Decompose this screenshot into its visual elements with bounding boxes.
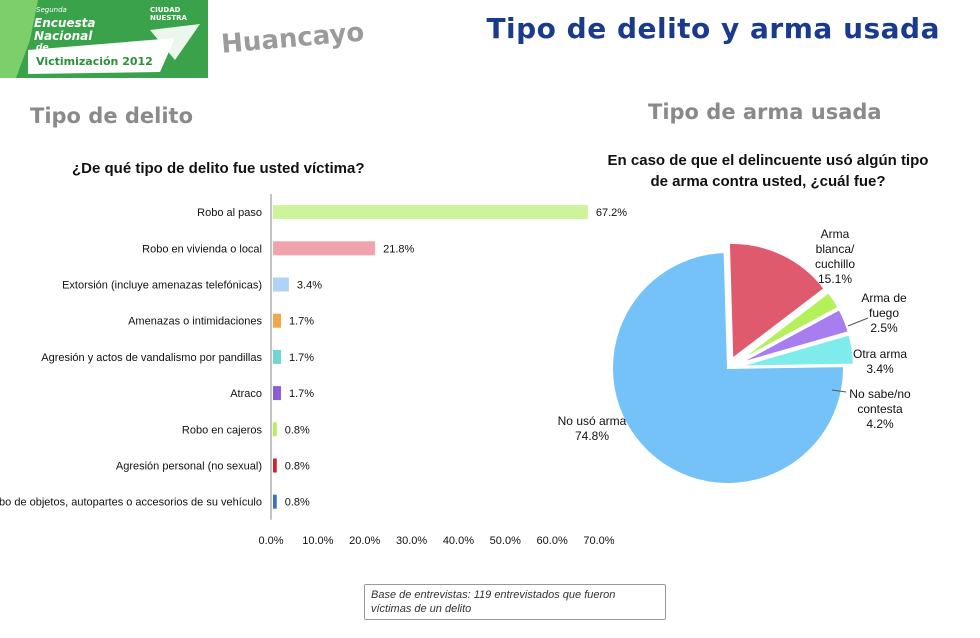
bar-category-label: Extorsión (incluye amenazas telefónicas) <box>62 280 262 292</box>
bar <box>273 277 289 292</box>
footnote-line1: Base de entrevistas: 119 entrevistados q… <box>371 589 616 601</box>
weapon-type-heading: Tipo de arma usada <box>648 100 882 124</box>
pie-leader-line <box>831 389 847 393</box>
bar-category-label: Robo en vivienda o local <box>142 243 262 255</box>
pie-slice <box>727 242 826 361</box>
bar <box>273 313 281 328</box>
logo-survey-small: Segunda <box>36 6 67 14</box>
bar-category-label: Robo de objetos, autopartes o accesorios… <box>0 497 262 509</box>
bar-value-label: 3.4% <box>297 280 322 292</box>
bar-value-label: 67.2% <box>596 207 627 219</box>
x-tick-label: 20.0% <box>349 535 380 547</box>
x-tick-label: 60.0% <box>537 535 568 547</box>
bar-value-label: 0.8% <box>285 461 310 473</box>
bar-category-label: Agresión personal (no sexual) <box>116 461 262 473</box>
logo-year: Victimización 2012 <box>36 55 153 68</box>
bar <box>273 422 277 437</box>
bar <box>273 349 281 364</box>
pie-slice-label: No sabe/no contesta 4.2% <box>849 387 911 431</box>
bar <box>273 241 376 256</box>
city-label: Huancayo <box>220 17 366 60</box>
logo-background <box>0 0 208 78</box>
footnote-line2: víctimas de un delito <box>371 603 472 615</box>
pie-leader-line <box>847 317 869 327</box>
pie-slice-label: Arma de fuego 2.5% <box>861 291 907 335</box>
x-tick-label: 0.0% <box>258 535 283 547</box>
bar <box>273 205 588 220</box>
x-tick-label: 30.0% <box>396 535 427 547</box>
bar <box>273 458 277 473</box>
bar-category-label: Atraco <box>230 388 262 400</box>
logo-survey-line3: de <box>36 43 49 53</box>
pie-chart-question: En caso de que el delincuente usó algún … <box>578 150 958 192</box>
survey-logo: Segunda Encuesta Nacional de Victimizaci… <box>0 0 208 78</box>
bar-value-label: 1.7% <box>289 352 314 364</box>
bar-category-label: Robo en cajeros <box>182 424 263 436</box>
bar <box>273 386 281 401</box>
pie-question-line1: En caso de que el delincuente usó algún … <box>607 152 929 169</box>
bar-value-label: 0.8% <box>285 497 310 509</box>
crime-type-heading: Tipo de delito <box>30 104 194 128</box>
page-title: Tipo de delito y arma usada <box>486 12 940 45</box>
bar <box>273 494 277 509</box>
pie-slice <box>737 333 855 368</box>
logo-survey-line1: Encuesta <box>34 16 96 30</box>
pie-slice-label: Otra arma 3.4% <box>853 347 907 376</box>
logo-survey-line2: Nacional <box>34 29 93 43</box>
bar-value-label: 0.8% <box>285 424 310 436</box>
pie-slice <box>611 251 845 485</box>
bar-chart-question: ¿De qué tipo de delito fue usted víctima… <box>72 160 365 177</box>
bar-category-label: Robo al paso <box>197 207 262 219</box>
bar-category-label: Agresión y actos de vandalismo por pandi… <box>41 352 262 364</box>
bar-value-label: 1.7% <box>289 388 314 400</box>
logo-brand: CIUDAD NUESTRA <box>150 6 187 22</box>
footnote-box: Base de entrevistas: 119 entrevistados q… <box>364 584 666 620</box>
pie-slice <box>735 290 840 364</box>
crime-type-bar-chart: Robo al paso 67.2% Robo en vivienda o loca… <box>0 194 627 547</box>
x-tick-label: 40.0% <box>443 535 474 547</box>
bar-category-label: Amenazas o intimidaciones <box>128 316 262 328</box>
pie-question-line2: de arma contra usted, ¿cuál fue? <box>650 173 886 190</box>
x-tick-label: 10.0% <box>302 535 333 547</box>
pie-slice <box>736 307 850 366</box>
bar-value-label: 21.8% <box>383 243 414 255</box>
x-tick-label: 70.0% <box>583 535 614 547</box>
bar-value-label: 1.7% <box>289 316 314 328</box>
pie-slice-label: Arma blanca/cuchillo 15.1% <box>815 227 855 286</box>
x-tick-label: 50.0% <box>490 535 521 547</box>
